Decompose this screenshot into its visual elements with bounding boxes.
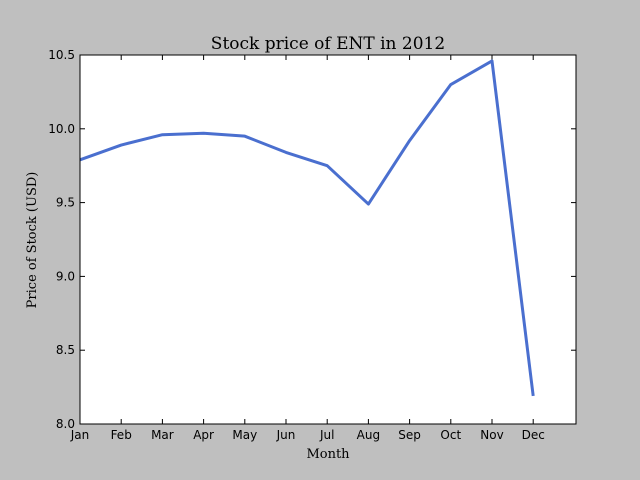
x-tick-label: Mar [151,428,174,442]
x-tick-label: Aug [357,428,380,442]
x-tick-label: Dec [522,428,545,442]
y-tick-label: 9.0 [56,269,75,283]
chart-title: Stock price of ENT in 2012 [211,34,445,54]
x-tick-label: Apr [193,428,214,442]
x-axis-label: Month [306,447,350,462]
y-tick-label: 8.5 [56,343,75,357]
data-point [531,394,535,398]
x-tick-label: Jan [70,428,90,442]
data-point [366,202,370,206]
data-point [490,59,494,63]
plot-frame [79,54,577,425]
data-point [325,164,329,168]
y-tick-label: 10.5 [48,48,75,62]
x-tick-label: Jul [319,428,334,442]
plot-area [80,55,576,424]
series-line [79,59,535,397]
y-tick-label: 9.5 [56,196,75,210]
x-tick-label: Feb [111,428,132,442]
data-point [119,143,123,147]
series-layer [79,59,535,398]
data-point [202,131,206,135]
data-point [284,150,288,154]
x-tick-label: Jun [276,428,296,442]
x-tick-label: May [232,428,257,442]
data-point [408,139,412,143]
ticks-layer: 8.0 8.5 9.0 9.5 10.0 10.5 Jan Feb Mar Apr May Jun Ju… [48,48,576,442]
x-tick-label: Oct [440,428,461,442]
y-tick-label: 8.0 [56,417,75,431]
y-tick-label: 10.0 [48,122,75,136]
y-axis-label: Price of Stock (USD) [25,172,40,309]
data-point [449,83,453,87]
x-tick-label: Sep [398,428,421,442]
x-tick-label: Nov [480,428,503,442]
data-point [160,133,164,137]
data-point [243,134,247,138]
